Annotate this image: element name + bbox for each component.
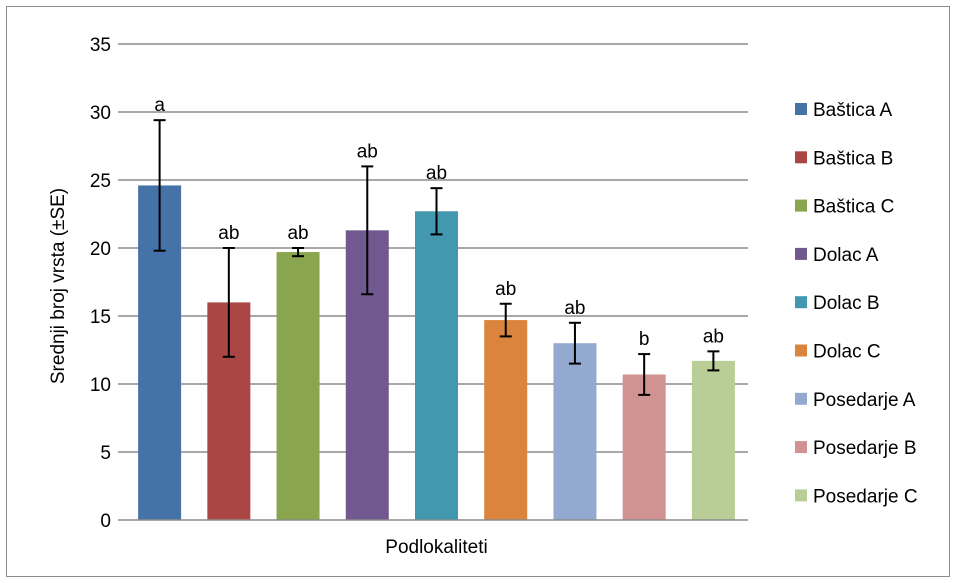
legend-swatch xyxy=(795,344,807,357)
x-axis-title: Podlokaliteti xyxy=(385,537,487,558)
significance-label: ab xyxy=(357,141,378,162)
legend-swatch xyxy=(795,296,807,309)
legend: Baštica A Baštica B Baštica C Dolac A Dolac … xyxy=(795,100,918,507)
legend-label: Dolac B xyxy=(813,293,880,314)
legend-swatch xyxy=(795,199,807,212)
bar-8 xyxy=(622,374,666,520)
bar-9 xyxy=(691,360,735,520)
legend-label: Baštica A xyxy=(813,100,893,121)
significance-labels: a ab ab ab ab ab ab b ab xyxy=(154,95,724,350)
y-tick-label: 0 xyxy=(100,511,111,532)
significance-label: a xyxy=(154,95,165,116)
legend-swatch xyxy=(795,103,807,115)
y-axis-title: Srednji broj vrsta (±SE) xyxy=(48,188,69,384)
legend-swatch xyxy=(795,392,807,405)
y-tick-label: 5 xyxy=(100,443,111,464)
bar-6 xyxy=(484,320,528,520)
legend-swatch xyxy=(795,151,807,164)
significance-label: ab xyxy=(495,279,516,300)
legend-label: Baštica C xyxy=(813,197,894,218)
legend-label: Baštica B xyxy=(813,148,893,169)
y-tick-label: 15 xyxy=(90,307,111,328)
bar-3 xyxy=(276,252,320,520)
bar-7 xyxy=(553,343,597,520)
significance-label: ab xyxy=(287,223,308,244)
y-tick-label: 10 xyxy=(90,375,111,396)
legend-label: Dolac C xyxy=(813,342,881,363)
legend-label: Dolac A xyxy=(813,245,879,266)
legend-swatch xyxy=(795,489,807,502)
legend-label: Posedarje C xyxy=(813,486,918,507)
significance-label: ab xyxy=(426,163,447,184)
y-tick-label: 20 xyxy=(90,239,111,260)
significance-label: ab xyxy=(703,326,724,347)
significance-label: ab xyxy=(218,223,239,244)
y-tick-label: 25 xyxy=(90,171,111,192)
legend-label: Posedarje A xyxy=(813,390,916,411)
y-tick-label: 30 xyxy=(90,103,111,124)
legend-label: Posedarje B xyxy=(813,438,917,459)
legend-swatch xyxy=(795,247,807,260)
error-bars xyxy=(153,119,720,396)
significance-label: ab xyxy=(564,298,585,319)
significance-label: b xyxy=(639,329,650,350)
bar-5 xyxy=(415,211,458,520)
y-tick-label: 35 xyxy=(90,35,111,56)
y-axis-ticks: 0 5 10 15 20 25 30 35 xyxy=(90,35,125,532)
legend-swatch xyxy=(795,441,807,454)
